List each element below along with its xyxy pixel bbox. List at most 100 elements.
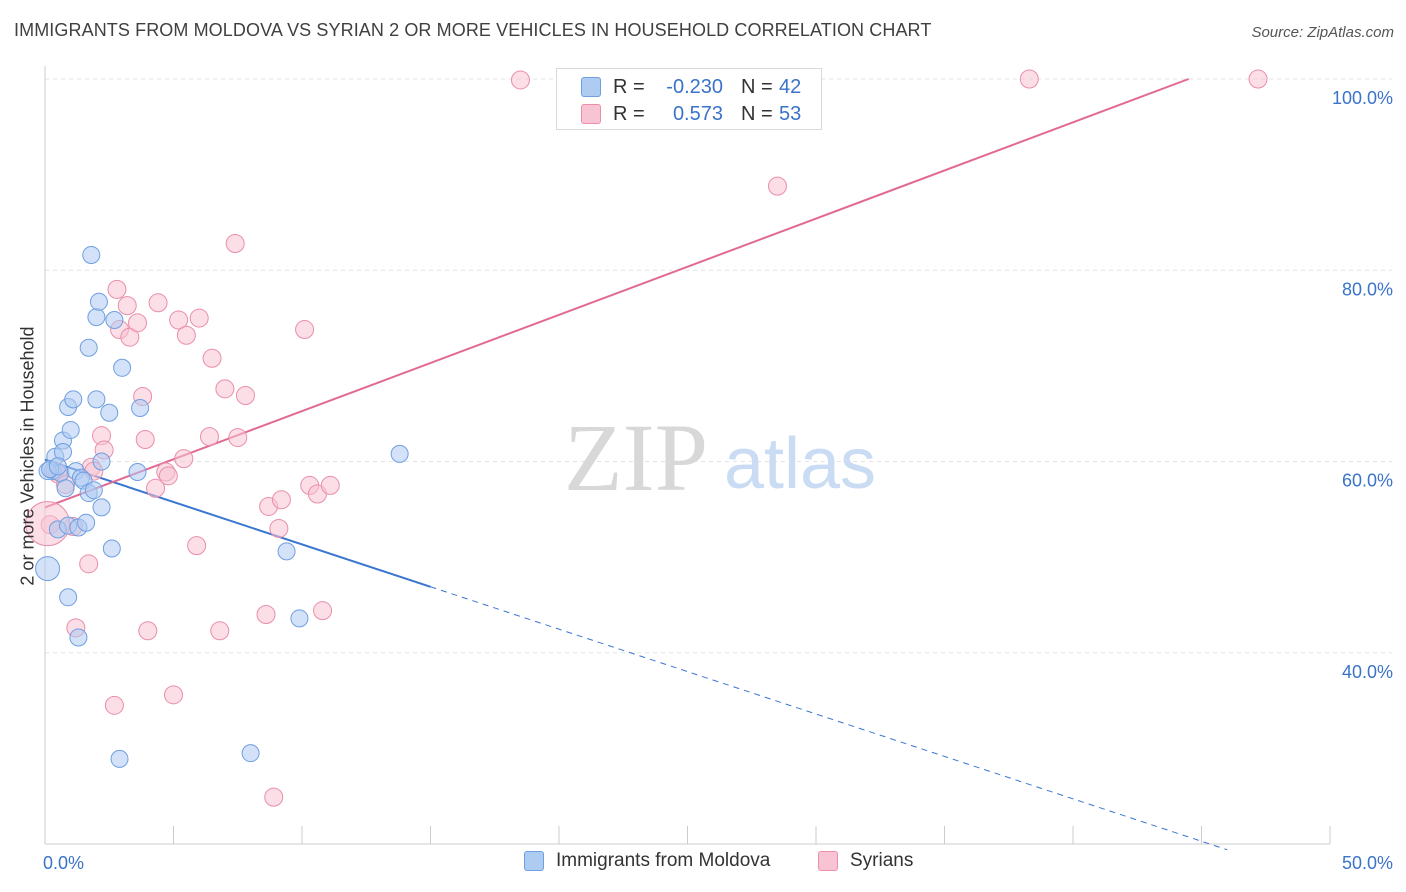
moldova-point xyxy=(92,498,111,517)
syrians-point xyxy=(164,685,183,705)
moldova-point xyxy=(84,481,103,500)
moldova-point xyxy=(61,420,80,439)
moldova-point xyxy=(100,403,119,422)
syrians-point xyxy=(767,176,787,196)
syrians-point xyxy=(295,320,315,340)
syrians-point xyxy=(138,621,158,641)
n-value: 53 xyxy=(779,102,802,125)
moldova-point xyxy=(102,539,121,558)
r-label: R = xyxy=(613,75,645,98)
syrians-point xyxy=(313,601,333,621)
moldova-point xyxy=(59,588,78,607)
moldova-trend-extension xyxy=(430,586,1228,851)
series-legend: Immigrants from Moldova Syrians xyxy=(0,850,1406,878)
moldova-point xyxy=(64,390,83,409)
y-tick-label: 40.0% xyxy=(1342,662,1393,682)
x-tick-labels: 0.0% 50.0% xyxy=(43,853,1393,873)
r-value: 0.573 xyxy=(672,102,723,125)
r-label: R = xyxy=(613,102,645,125)
n-label: N = xyxy=(741,75,773,98)
gridlines xyxy=(45,78,1392,654)
moldova-points xyxy=(35,245,409,768)
moldova-point xyxy=(79,338,98,357)
moldova-point xyxy=(87,308,106,327)
legend-row-moldova: R = -0.230 N = 42 xyxy=(581,74,801,100)
moldova-point xyxy=(87,390,106,409)
syrians-point xyxy=(148,293,168,313)
legend-item-moldova[interactable]: Immigrants from Moldova xyxy=(524,850,770,872)
syrians-point xyxy=(169,310,189,330)
moldova-point xyxy=(131,398,150,417)
n-label: N = xyxy=(741,102,773,125)
moldova-point xyxy=(92,452,111,471)
moldova-point xyxy=(277,542,296,561)
moldova-point xyxy=(82,245,101,264)
syrians-point xyxy=(228,428,248,448)
syrians-point xyxy=(256,605,276,624)
syrians-point xyxy=(107,279,127,299)
syrians-point xyxy=(1019,69,1039,89)
syrians-point xyxy=(1248,69,1268,89)
syrians-point xyxy=(174,449,194,469)
moldova-point xyxy=(128,463,147,482)
syrians-point xyxy=(225,233,245,253)
moldova-point xyxy=(241,744,260,763)
syrians-swatch xyxy=(581,104,601,124)
moldova-point xyxy=(48,457,67,476)
moldova-point xyxy=(105,310,124,329)
moldova-point xyxy=(113,358,132,377)
watermark-zip: ZIP xyxy=(564,404,708,511)
syrians-point xyxy=(187,536,207,556)
y-tick-label: 60.0% xyxy=(1342,471,1393,491)
syrians-point xyxy=(79,554,99,574)
axes xyxy=(44,66,1331,845)
moldova-legend-swatch xyxy=(524,851,544,871)
syrians-point xyxy=(158,466,178,486)
watermark-atlas: atlas xyxy=(724,424,876,504)
syrians-point xyxy=(235,386,255,406)
syrians-point xyxy=(128,313,148,333)
moldova-point xyxy=(69,628,88,647)
syrians-point xyxy=(510,70,530,90)
moldova-trend-line xyxy=(44,458,431,588)
moldova-legend-label: Immigrants from Moldova xyxy=(556,850,771,871)
moldova-point xyxy=(290,609,309,628)
r-value: -0.230 xyxy=(666,75,723,98)
y-axis-label: 2 or more Vehicles in Household xyxy=(17,326,38,586)
stats-legend: R = -0.230 N = 42 R = 0.573 N = 53 xyxy=(556,68,822,130)
moldova-point xyxy=(89,292,108,311)
y-tick-label: 100.0% xyxy=(1332,88,1393,108)
syrians-point xyxy=(146,478,166,498)
y-tick-labels: 100.0% 80.0% 60.0% 40.0% xyxy=(1332,88,1393,682)
syrians-point xyxy=(189,308,209,328)
x-tick-label-right: 50.0% xyxy=(1342,853,1393,873)
watermark: ZIP atlas xyxy=(564,404,876,511)
syrians-point xyxy=(202,348,222,368)
legend-row-syrians: R = 0.573 N = 53 xyxy=(581,101,801,127)
moldova-point xyxy=(390,444,409,463)
syrians-point xyxy=(176,325,196,345)
syrians-point xyxy=(271,490,291,510)
moldova-swatch xyxy=(581,77,601,97)
syrians-point xyxy=(264,787,284,807)
source-credit: Source: ZipAtlas.com xyxy=(1251,24,1394,41)
moldova-point xyxy=(110,749,129,768)
x-tick-label-left: 0.0% xyxy=(43,853,84,873)
n-value: 42 xyxy=(779,75,802,98)
syrians-point xyxy=(135,430,155,450)
syrians-point xyxy=(320,475,340,495)
syrians-legend-swatch xyxy=(818,851,838,871)
syrians-point xyxy=(117,296,137,316)
moldova-point xyxy=(35,556,61,582)
syrians-point xyxy=(104,695,124,715)
syrians-point xyxy=(269,518,289,538)
y-tick-label: 80.0% xyxy=(1342,279,1393,299)
moldova-point xyxy=(56,479,75,498)
legend-item-syrians[interactable]: Syrians xyxy=(818,850,913,872)
moldova-point xyxy=(77,513,96,532)
syrians-point xyxy=(199,427,219,447)
syrians-point xyxy=(210,621,230,641)
syrians-legend-label: Syrians xyxy=(850,850,914,871)
chart-title: IMMIGRANTS FROM MOLDOVA VS SYRIAN 2 OR M… xyxy=(14,20,932,40)
